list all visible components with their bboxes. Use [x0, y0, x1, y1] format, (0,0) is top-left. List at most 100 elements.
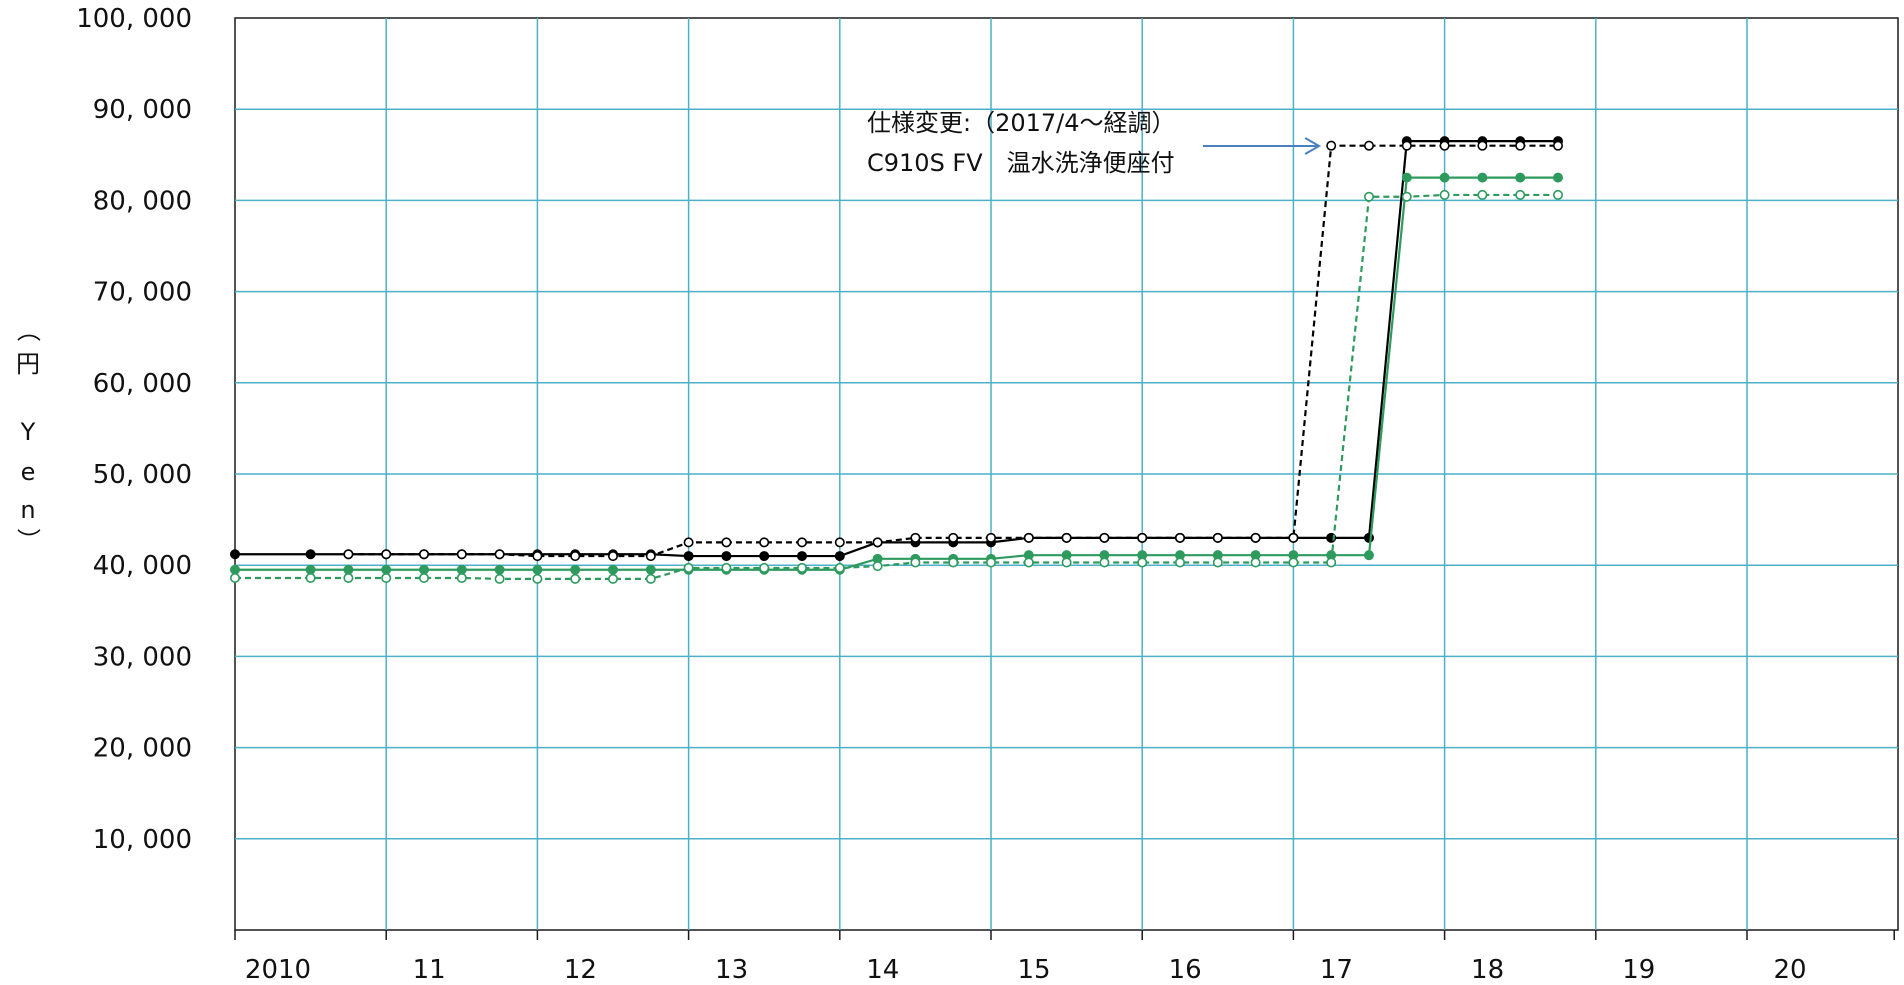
series-3-point [494, 573, 505, 584]
series-1-point [1137, 532, 1148, 543]
series-3-point [910, 557, 921, 568]
x-tick-label: 18 [1471, 955, 1504, 985]
series-3-line [235, 193, 1558, 580]
series-1-point [1250, 532, 1261, 543]
series-0-point [834, 551, 845, 562]
series-3-point [1175, 557, 1186, 568]
series-2-point [343, 564, 354, 575]
series-1-point [1364, 140, 1375, 151]
grid-lines [234, 17, 1899, 931]
series-0-point [759, 551, 770, 562]
y-label-char: ） [14, 528, 42, 552]
series-0-point [305, 549, 316, 560]
series-3-point [683, 562, 694, 573]
series-1-point [721, 537, 732, 548]
series-1-point [418, 549, 429, 560]
series-2-point [1364, 550, 1375, 561]
series-3-point [381, 572, 392, 583]
series-3-point [1477, 189, 1488, 200]
annotation-line-1: 仕様変更:（2017/4～経調） [867, 109, 1176, 137]
series-2-point [230, 564, 241, 575]
y-label-char: Y [20, 418, 36, 446]
series-0-point [683, 551, 694, 562]
series-3-point [607, 573, 618, 584]
series-1-point [456, 549, 467, 560]
series-1-point [1023, 532, 1034, 543]
series-3-point [1515, 189, 1526, 200]
series-3-point [1061, 557, 1072, 568]
y-tick-label: 80, 000 [93, 186, 192, 216]
annotation-arrow-head [1304, 137, 1322, 155]
series-2-point [645, 564, 656, 575]
series-3-point [1023, 557, 1034, 568]
series-3-point [1212, 557, 1223, 568]
series-3-point [1439, 189, 1450, 200]
x-axis-ticks: 2010 11 12 13 14 15 16 17 18 19 20 [234, 930, 1895, 985]
series-1-point [607, 551, 618, 562]
y-tick-label: 100, 000 [76, 4, 192, 34]
x-tick-label: 11 [413, 955, 446, 985]
series-2-point [456, 564, 467, 575]
series-1-point [1061, 532, 1072, 543]
series-1-point [1288, 532, 1299, 543]
series-2-point [1439, 172, 1450, 183]
series-1-point [1326, 140, 1337, 151]
series-1-point [834, 537, 845, 548]
series-1-point [1175, 532, 1186, 543]
series-1-point [1439, 140, 1450, 151]
annotation-line-2: C910S FV 温水洗浄便座付 [867, 149, 1175, 177]
series-1-point [1099, 532, 1110, 543]
series-3-point [343, 572, 354, 583]
y-tick-label: 30, 000 [93, 642, 192, 672]
series-1-point [532, 551, 543, 562]
x-tick-label: 15 [1017, 955, 1050, 985]
series-3-point [948, 557, 959, 568]
series-3-point [1553, 189, 1564, 200]
series-3-point [721, 562, 732, 573]
series-2-point [532, 564, 543, 575]
series-3-point [230, 572, 241, 583]
series-1-point [381, 549, 392, 560]
x-tick-label: 14 [866, 955, 899, 985]
y-tick-label: 70, 000 [93, 278, 192, 308]
series-2-point [494, 564, 505, 575]
series-2-point [1401, 172, 1412, 183]
series-3-point [456, 572, 467, 583]
series-0-point [796, 551, 807, 562]
y-tick-label: 50, 000 [93, 460, 192, 490]
series-1-point [683, 537, 694, 548]
series-2-line [235, 176, 1558, 571]
series-3-point [1288, 557, 1299, 568]
series-3-point [759, 562, 770, 573]
series-2-point [381, 564, 392, 575]
series-1-point [985, 532, 996, 543]
y-tick-label: 40, 000 [93, 551, 192, 581]
series-0-point [721, 551, 732, 562]
series-3-point [1250, 557, 1261, 568]
series-1-point [1477, 140, 1488, 151]
series-1-point [910, 532, 921, 543]
series-3-point [305, 572, 316, 583]
series-1-point [948, 532, 959, 543]
series-1-point [1212, 532, 1223, 543]
series-3-point [532, 573, 543, 584]
x-tick-label: 17 [1320, 955, 1353, 985]
series-1-point [1553, 140, 1564, 151]
x-tick-label: 19 [1622, 955, 1655, 985]
series-2-point [305, 564, 316, 575]
series-1-point [1401, 140, 1412, 151]
series-0-point [230, 549, 241, 560]
series-3-point [834, 562, 845, 573]
series-group [230, 136, 1564, 584]
y-label-char: 円 [16, 350, 40, 378]
x-tick-label: 2010 [245, 955, 311, 985]
series-2-point [1515, 172, 1526, 183]
series-2-point [1477, 172, 1488, 183]
series-2-point [1553, 172, 1564, 183]
series-3-point [1137, 557, 1148, 568]
y-axis-ticks: 10, 000 20, 000 30, 000 40, 000 50, 000 60, 0… [76, 4, 192, 855]
series-1-line [348, 144, 1558, 558]
series-1-point [570, 551, 581, 562]
series-2-point [418, 564, 429, 575]
series-2-point [607, 564, 618, 575]
